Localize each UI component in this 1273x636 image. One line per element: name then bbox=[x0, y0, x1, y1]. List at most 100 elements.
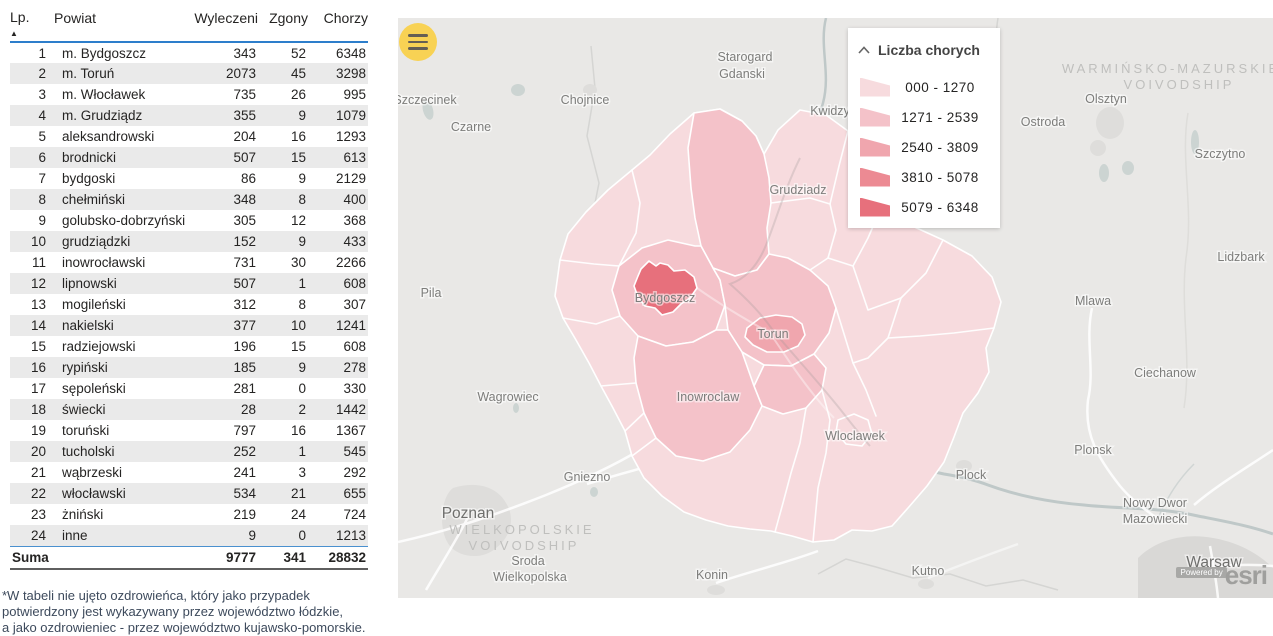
table-row[interactable]: 13 mogileński 312 8 307 bbox=[10, 294, 368, 315]
table-cell: włocławski bbox=[62, 486, 126, 501]
total-label: Suma bbox=[10, 545, 186, 570]
road-overlay bbox=[696, 287, 835, 419]
table-cell: nakielski bbox=[62, 318, 114, 333]
table-row[interactable]: 12 lipnowski 507 1 608 bbox=[10, 273, 368, 294]
lakes bbox=[422, 84, 1199, 497]
map-label: Szczytno bbox=[1195, 147, 1246, 161]
table-row[interactable]: 24 inne 9 0 1213 bbox=[10, 525, 368, 546]
map-label: Wagrowiec bbox=[477, 390, 538, 404]
map-label: Wielkopolska bbox=[493, 570, 567, 584]
city-region-wloclawek[interactable] bbox=[835, 413, 873, 447]
table-cell: 0 bbox=[298, 527, 306, 543]
table-cell: inowrocławski bbox=[62, 255, 146, 270]
legend-row[interactable]: 000 - 1270 bbox=[858, 72, 990, 102]
table-row[interactable]: 5 aleksandrowski 204 16 1293 bbox=[10, 126, 368, 147]
table-row[interactable]: 11 inowrocławski 731 30 2266 bbox=[10, 252, 368, 273]
table-cell: 400 bbox=[343, 192, 366, 207]
total-zgony: 341 bbox=[258, 545, 308, 570]
table-row[interactable]: 22 włocławski 534 21 655 bbox=[10, 483, 368, 504]
table-row[interactable]: 14 nakielski 377 10 1241 bbox=[10, 315, 368, 336]
table-cell: 14 bbox=[30, 318, 46, 333]
table-cell: 995 bbox=[343, 87, 366, 102]
legend-row[interactable]: 3810 - 5078 bbox=[858, 162, 990, 192]
table-row[interactable]: 4 m. Grudziądz 355 9 1079 bbox=[10, 105, 368, 126]
table-cell: 28 bbox=[240, 402, 256, 417]
legend-row[interactable]: 5079 - 6348 bbox=[858, 192, 990, 222]
table-cell: 377 bbox=[233, 318, 256, 333]
table-cell: 185 bbox=[233, 360, 256, 375]
table-cell: 196 bbox=[233, 339, 256, 354]
legend-label: 5079 - 6348 bbox=[901, 199, 979, 215]
table-cell: 17 bbox=[30, 381, 46, 396]
powiat-region-inowroclawski[interactable] bbox=[633, 329, 763, 462]
table-row[interactable]: 23 żniński 219 24 724 bbox=[10, 504, 368, 525]
covid-table-panel: Lp. ▲ Powiat Wyleczeni Zgony Chorzy 1 m. … bbox=[0, 0, 392, 635]
table-cell: 8 bbox=[298, 192, 306, 207]
city-region-torun[interactable] bbox=[744, 314, 806, 353]
table-row[interactable]: 10 grudziądzki 152 9 433 bbox=[10, 231, 368, 252]
powiat-table: Lp. ▲ Powiat Wyleczeni Zgony Chorzy 1 m. … bbox=[10, 0, 368, 570]
legend-row[interactable]: 2540 - 3809 bbox=[858, 132, 990, 162]
footnote-line: a jako ozdrowieniec - przez województwo … bbox=[2, 620, 366, 635]
legend-label: 1271 - 2539 bbox=[901, 109, 979, 125]
table-cell: 1 bbox=[38, 45, 46, 61]
table-row[interactable]: 19 toruński 797 16 1367 bbox=[10, 420, 368, 441]
map-label: Kwidzy bbox=[810, 104, 850, 118]
table-cell: 348 bbox=[233, 192, 256, 207]
table-row[interactable]: 17 sępoleński 281 0 330 bbox=[10, 378, 368, 399]
column-header-zgony[interactable]: Zgony bbox=[258, 0, 308, 43]
table-row[interactable]: 21 wąbrzeski 241 3 292 bbox=[10, 462, 368, 483]
powiat-region-torunski[interactable] bbox=[712, 253, 837, 367]
table-row[interactable]: 6 brodnicki 507 15 613 bbox=[10, 147, 368, 168]
table-cell: 9 bbox=[298, 360, 306, 375]
sort-ascending-icon: ▲ bbox=[10, 29, 18, 38]
legend-row[interactable]: 1271 - 2539 bbox=[858, 102, 990, 132]
table-cell: 545 bbox=[343, 444, 366, 459]
table-cell: 16 bbox=[30, 360, 46, 375]
table-cell: grudziądzki bbox=[62, 234, 131, 249]
table-row[interactable]: 20 tucholski 252 1 545 bbox=[10, 441, 368, 462]
table-row[interactable]: 3 m. Włocławek 735 26 995 bbox=[10, 84, 368, 105]
menu-button[interactable] bbox=[399, 23, 437, 61]
column-header-wyleczeni[interactable]: Wyleczeni bbox=[186, 0, 258, 43]
table-row[interactable]: 7 bydgoski 86 9 2129 bbox=[10, 168, 368, 189]
map-attribution[interactable]: Powered by esri bbox=[1176, 560, 1268, 590]
chevron-up-icon[interactable] bbox=[858, 46, 870, 54]
table-cell: 16 bbox=[290, 423, 306, 438]
table-header-row: Lp. ▲ Powiat Wyleczeni Zgony Chorzy bbox=[10, 0, 368, 43]
map-label: Plonsk bbox=[1074, 443, 1112, 457]
table-cell: inne bbox=[62, 527, 88, 543]
table-row[interactable]: 15 radziejowski 196 15 608 bbox=[10, 336, 368, 357]
table-row[interactable]: 18 świecki 28 2 1442 bbox=[10, 399, 368, 420]
powiat-boundaries bbox=[559, 130, 995, 543]
table-cell: 9 bbox=[38, 213, 46, 228]
table-row[interactable]: 2 m. Toruń 2073 45 3298 bbox=[10, 63, 368, 84]
column-header-powiat[interactable]: Powiat bbox=[54, 0, 186, 43]
column-header-lp[interactable]: Lp. ▲ bbox=[10, 0, 54, 43]
table-cell: 26 bbox=[290, 87, 306, 102]
table-row[interactable]: 9 golubsko-dobrzyński 305 12 368 bbox=[10, 210, 368, 231]
table-row[interactable]: 8 chełmiński 348 8 400 bbox=[10, 189, 368, 210]
legend-swatch bbox=[860, 137, 890, 157]
table-cell: 9 bbox=[298, 108, 306, 123]
choropleth-map[interactable]: WARMIŃSKO-MAZURSKIE VOIVODSHIP WIELKOPOLSK… bbox=[398, 18, 1273, 598]
map-label: Sroda bbox=[511, 554, 544, 568]
powered-by-label: Powered by bbox=[1176, 567, 1227, 578]
table-cell: 2266 bbox=[335, 255, 366, 270]
table-cell: 9 bbox=[248, 527, 256, 543]
table-cell: 15 bbox=[30, 339, 46, 354]
table-row[interactable]: 1 m. Bydgoszcz 343 52 6348 bbox=[10, 42, 368, 63]
esri-logo: esri bbox=[1224, 560, 1268, 590]
table-row[interactable]: 16 rypiński 185 9 278 bbox=[10, 357, 368, 378]
table-cell: 1293 bbox=[335, 129, 366, 144]
column-header-chorzy[interactable]: Chorzy bbox=[308, 0, 368, 43]
city-region-bydgoszcz[interactable] bbox=[633, 260, 698, 316]
table-cell: 10 bbox=[290, 318, 306, 333]
table-cell: 22 bbox=[30, 486, 46, 501]
table-cell: 281 bbox=[233, 381, 256, 396]
map-label: WARMIŃSKO-MAZURSKIE bbox=[1062, 61, 1273, 76]
table-cell: 2 bbox=[298, 402, 306, 417]
table-cell: 5 bbox=[38, 129, 46, 144]
basemap-svg: WARMIŃSKO-MAZURSKIEVOIVODSHIPWIELKOPOLSK… bbox=[398, 18, 1273, 598]
map-label: Pila bbox=[421, 286, 442, 300]
